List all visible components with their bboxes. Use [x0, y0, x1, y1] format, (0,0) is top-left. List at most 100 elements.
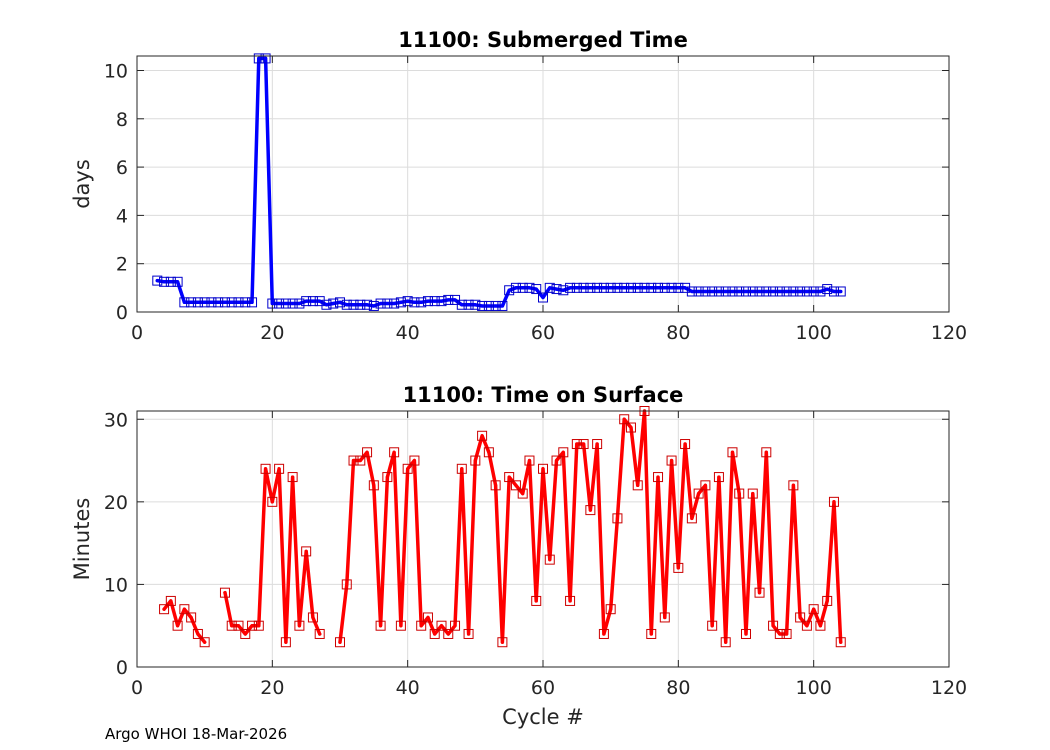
data-point-marker	[226, 620, 237, 631]
data-point-marker	[754, 587, 765, 598]
data-point-marker	[402, 463, 413, 474]
data-point-marker	[389, 298, 400, 309]
data-point-marker	[605, 604, 616, 615]
data-point-dot	[595, 442, 599, 446]
data-point-dot	[832, 289, 836, 294]
data-point-dot	[697, 491, 701, 496]
data-point-dot	[257, 624, 261, 628]
data-point-dot	[365, 303, 369, 307]
data-point-marker	[693, 488, 704, 499]
data-point-dot	[791, 483, 795, 487]
data-point-marker	[815, 286, 826, 297]
data-point-dot	[291, 475, 295, 479]
data-point-dot	[669, 458, 674, 463]
data-point-dot	[169, 599, 173, 603]
data-point-marker	[734, 488, 745, 499]
data-point-marker	[795, 612, 806, 623]
data-point-marker	[375, 298, 386, 309]
data-point-dot	[487, 450, 491, 454]
data-point-dot	[345, 582, 349, 587]
data-point-dot	[311, 615, 315, 620]
data-point-dot	[419, 624, 423, 628]
data-point-marker	[788, 480, 799, 491]
data-point-dot	[710, 289, 714, 294]
data-point-marker	[666, 455, 677, 466]
data-point-dot	[419, 300, 423, 304]
data-point-marker	[490, 300, 501, 311]
data-point-marker	[416, 297, 427, 308]
chart-title: 11100: Time on Surface	[403, 383, 684, 407]
data-point-marker	[727, 447, 738, 458]
data-point-marker	[172, 620, 183, 631]
data-point-dot	[548, 558, 552, 562]
data-point-dot	[534, 287, 538, 291]
data-point-dot	[609, 286, 613, 290]
data-point-marker	[592, 439, 603, 450]
data-point-dot	[622, 286, 626, 290]
data-point-marker	[199, 637, 210, 648]
data-point-dot	[697, 289, 701, 294]
data-point-dot	[250, 300, 254, 304]
data-point-dot	[669, 286, 674, 290]
data-point-dot	[527, 458, 532, 463]
data-point-dot	[514, 483, 518, 487]
data-point-marker	[551, 284, 562, 295]
data-point-marker	[632, 282, 643, 293]
data-point-marker	[240, 628, 251, 639]
data-point-marker	[456, 463, 467, 474]
data-point-marker	[625, 282, 636, 293]
data-point-marker	[680, 439, 691, 450]
data-point-dot	[690, 516, 694, 520]
data-point-dot	[764, 289, 768, 294]
data-point-dot	[379, 624, 383, 628]
data-point-marker	[307, 296, 318, 307]
data-point-dot	[216, 300, 220, 304]
x-tick-label: 60	[531, 677, 555, 699]
data-point-dot	[372, 304, 376, 308]
data-point-marker	[179, 604, 190, 615]
data-point-marker	[619, 414, 630, 425]
x-tick-label: 100	[796, 322, 832, 344]
x-tick-label: 20	[260, 322, 284, 344]
data-point-dot	[446, 298, 450, 302]
y-tick-label: 30	[104, 409, 128, 431]
data-point-dot	[399, 624, 403, 628]
data-point-marker	[531, 284, 542, 295]
data-point-dot	[243, 632, 247, 636]
data-point-marker	[456, 299, 467, 310]
data-point-marker	[409, 297, 420, 308]
data-point-marker	[159, 604, 170, 615]
data-point-dot	[453, 624, 457, 628]
data-point-marker	[720, 637, 731, 648]
data-point-marker	[504, 472, 515, 483]
data-point-dot	[588, 508, 592, 512]
data-point-dot	[676, 286, 680, 290]
data-point-marker	[700, 480, 711, 491]
data-point-marker	[558, 285, 569, 296]
data-point-dot	[548, 286, 552, 290]
data-point-marker	[463, 299, 474, 310]
y-tick-label: 0	[116, 657, 128, 679]
data-point-marker	[646, 282, 657, 293]
y-tick-label: 0	[116, 302, 128, 324]
data-point-marker	[727, 286, 738, 297]
data-point-marker	[362, 299, 373, 310]
data-point-marker	[713, 472, 724, 483]
data-point-marker	[680, 282, 691, 293]
data-point-dot	[554, 458, 559, 463]
data-point-marker	[571, 282, 582, 293]
data-point-marker	[199, 297, 210, 308]
data-point-dot	[270, 500, 274, 504]
data-point-dot	[487, 304, 491, 308]
data-point-marker	[253, 53, 264, 64]
data-point-dot	[338, 640, 342, 644]
data-point-marker	[531, 595, 542, 606]
data-point-marker	[233, 297, 244, 308]
data-point-marker	[659, 282, 670, 293]
data-point-marker	[314, 628, 325, 639]
data-point-marker	[741, 628, 751, 639]
x-axis-label: Cycle #	[502, 705, 584, 729]
data-point-dot	[263, 56, 268, 61]
data-point-dot	[805, 624, 809, 628]
